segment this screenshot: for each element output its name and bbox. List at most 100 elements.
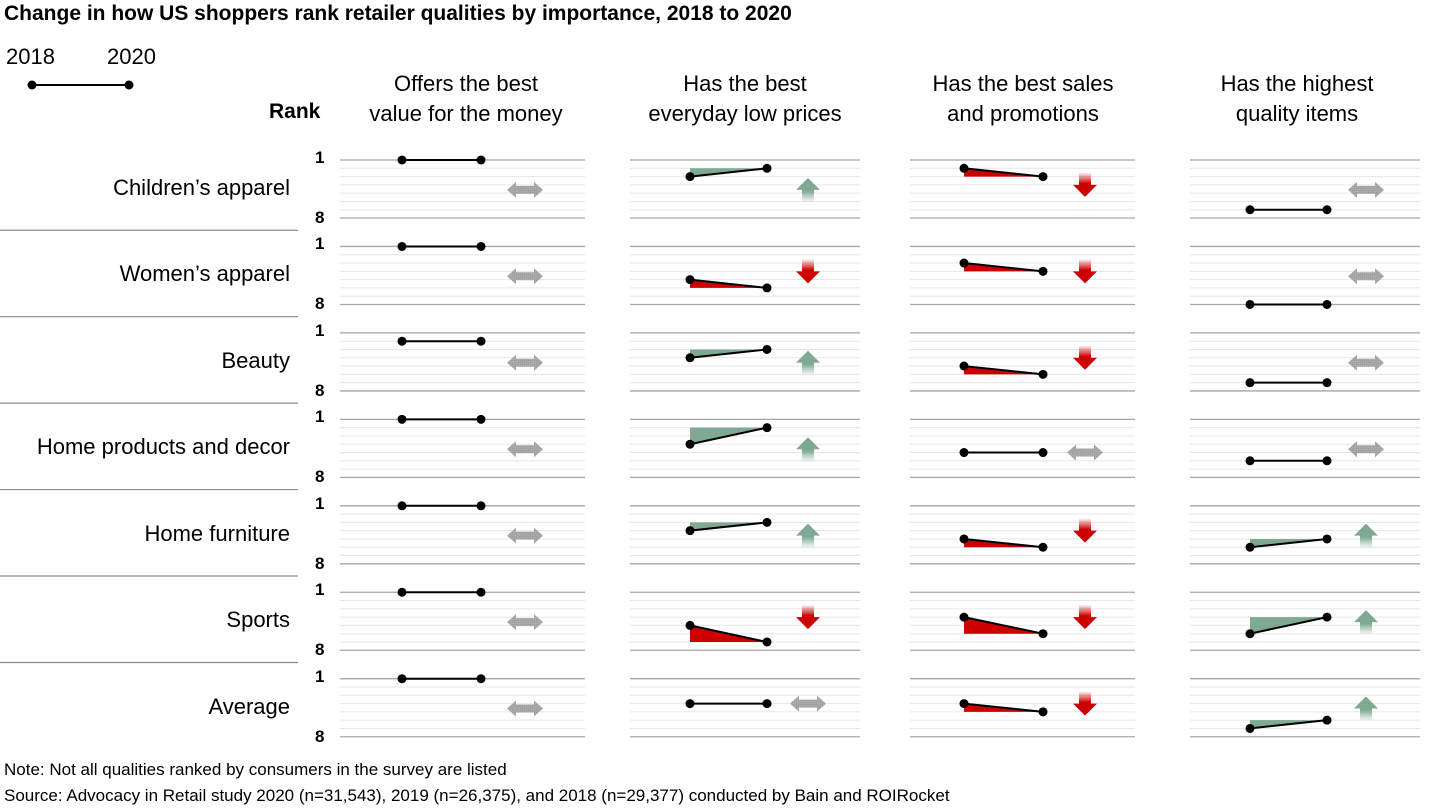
slope-line [1249, 616, 1328, 635]
point-2018 [959, 163, 969, 173]
column-header: Offers the best value for the money [336, 69, 596, 129]
slope-mark [685, 517, 820, 548]
column-header: Has the best everyday low prices [615, 69, 875, 129]
column-header-line: Has the best sales [932, 71, 1114, 96]
point-2020 [1038, 629, 1048, 639]
point-2020 [1038, 172, 1048, 182]
column-header: Has the best sales and promotions [893, 69, 1153, 129]
column-header-line: everyday low prices [648, 101, 842, 126]
up-arrow-icon [1354, 610, 1378, 635]
slope-mark [959, 691, 1097, 717]
point-2018 [397, 414, 407, 424]
y-tick-top: 1 [315, 407, 325, 427]
slope-line [689, 521, 768, 532]
slope-mark [1245, 696, 1378, 733]
slope-line [963, 365, 1044, 376]
point-2018 [685, 699, 695, 709]
column-header-line: Offers the best [394, 71, 538, 96]
point-2020 [1038, 707, 1048, 717]
slope-mark [959, 345, 1097, 379]
point-2020 [1322, 378, 1332, 388]
y-tick-top: 1 [315, 148, 325, 167]
slope-mark [1245, 268, 1384, 309]
y-tick-top: 1 [315, 580, 325, 600]
flat-arrow-icon [507, 700, 543, 717]
slope-line [689, 167, 768, 178]
slope-line [689, 426, 768, 446]
flat-arrow-icon [1348, 181, 1384, 198]
slope-mark [959, 605, 1097, 639]
row-label: Women’s apparel [119, 261, 290, 287]
slope-line [963, 537, 1044, 549]
y-tick-top: 1 [315, 666, 325, 686]
row-label: Home products and decor [36, 434, 290, 460]
legend-dot-2018 [27, 80, 37, 90]
row-label: Beauty [221, 347, 291, 373]
column-header: Has the highest quality items [1167, 69, 1427, 129]
flat-arrow-icon [1348, 354, 1384, 371]
row-label: Average [208, 693, 290, 719]
slope-mark [397, 587, 543, 631]
row-label: Children’s apparel [113, 175, 290, 200]
row-label: Sports [226, 607, 290, 633]
up-arrow-icon [796, 437, 820, 462]
up-arrow-icon [1354, 696, 1378, 721]
legend-dot-2020 [124, 80, 134, 90]
up-arrow-icon [796, 350, 820, 375]
point-2018 [959, 361, 969, 371]
point-2020 [476, 501, 486, 511]
flat-arrow-icon [507, 527, 543, 544]
point-2020 [476, 674, 486, 684]
chart-title: Change in how US shoppers rank retailer … [4, 2, 792, 25]
y-tick-bottom: 8 [315, 380, 325, 400]
column-header-line: Has the best [683, 71, 807, 96]
column-header-line: Has the highest [1220, 71, 1374, 96]
slope-mark [685, 695, 826, 712]
slope-line [689, 278, 768, 289]
slope-mark [959, 444, 1103, 461]
point-2018 [685, 439, 695, 449]
point-2018 [1245, 378, 1255, 388]
slope-mark [397, 241, 543, 285]
down-arrow-icon [1073, 345, 1097, 370]
source-note: Source: Advocacy in Retail study 2020 (n… [4, 786, 950, 805]
slope-mark [685, 259, 820, 293]
rank-axis-label: Rank [269, 100, 321, 123]
point-2020 [762, 699, 772, 709]
y-tick-bottom: 8 [315, 467, 325, 487]
point-2020 [762, 283, 772, 293]
column-header-line: value for the money [369, 101, 563, 126]
point-2020 [1322, 612, 1332, 622]
point-2018 [685, 526, 695, 536]
slope-mark [685, 423, 820, 462]
point-2020 [762, 517, 772, 527]
footnote: Note: Not all qualities ranked by consum… [4, 760, 507, 779]
point-2018 [959, 258, 969, 268]
slope-line [1249, 719, 1328, 730]
point-2020 [1322, 299, 1332, 309]
slope-mark [397, 501, 543, 544]
column-header-line: quality items [1235, 101, 1359, 126]
column-header-line: and promotions [947, 101, 1099, 126]
point-2018 [685, 620, 695, 630]
slope-line [689, 348, 768, 359]
down-arrow-icon [796, 605, 820, 630]
slope-line [963, 262, 1044, 273]
point-2020 [1038, 542, 1048, 552]
y-tick-top: 1 [315, 234, 325, 254]
slope-mark [1245, 610, 1378, 639]
flat-arrow-icon [790, 695, 826, 712]
point-2018 [685, 353, 695, 363]
up-arrow-icon [1354, 523, 1378, 548]
point-2018 [397, 587, 407, 597]
y-tick-bottom: 8 [315, 726, 325, 746]
point-2018 [959, 448, 969, 458]
flat-arrow-icon [507, 268, 543, 285]
down-arrow-icon [1073, 259, 1097, 284]
slope-mark [397, 155, 543, 198]
y-tick-top: 1 [315, 320, 325, 340]
row-label: Home furniture [144, 520, 290, 546]
slope-mark [1245, 181, 1384, 215]
point-2018 [1245, 456, 1255, 466]
